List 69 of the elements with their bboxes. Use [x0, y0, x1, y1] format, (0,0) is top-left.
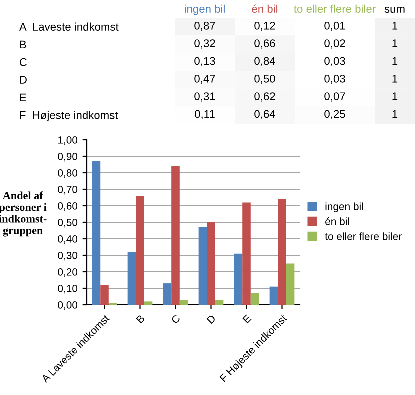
bar — [180, 300, 188, 305]
bar — [172, 166, 180, 305]
data-label: 0,84 — [254, 57, 276, 66]
y-tick-label: A Laveste indkomst — [19, 22, 119, 31]
bar — [163, 284, 172, 305]
y-tick-label: 0,60 — [58, 202, 78, 212]
data-label: 0,03 — [324, 57, 346, 66]
data-label: 1 — [392, 57, 398, 66]
y-tick-label: D — [20, 76, 27, 84]
x-tick-label: D — [206, 314, 216, 324]
y-tick-label: E — [20, 94, 26, 102]
bar — [92, 161, 101, 305]
bar — [136, 196, 144, 305]
data-label: 1 — [392, 110, 398, 118]
x-tick-label: E — [242, 314, 252, 324]
y-tick-label: 0,80 — [58, 170, 78, 178]
y-tick-label: C — [20, 58, 28, 66]
y-tick-label: 0,70 — [58, 186, 78, 195]
bar — [215, 300, 224, 305]
data-label: 0,07 — [324, 92, 346, 102]
y-tick-label: 0,50 — [58, 219, 78, 228]
bar — [144, 302, 153, 305]
bar — [198, 227, 208, 305]
y-tick-label: 0,90 — [58, 153, 78, 162]
bar — [128, 252, 136, 305]
legend-label: ingen bil — [326, 202, 364, 212]
x-tick-label: to eller flere biler — [294, 4, 376, 14]
data-label: 0,25 — [324, 110, 346, 120]
legend-label: én bil — [326, 218, 350, 226]
bar — [278, 199, 286, 305]
data-label: 0,66 — [254, 40, 276, 49]
data-label: 0,12 — [254, 22, 276, 32]
bar — [250, 293, 260, 305]
data-label: 0,64 — [254, 110, 276, 120]
bar — [234, 254, 243, 305]
data-label: 0,31 — [194, 92, 216, 102]
y-tick-label: 1,00 — [58, 136, 78, 146]
x-tick-label: én bil — [252, 4, 278, 14]
x-tick-label: C — [171, 314, 181, 324]
data-label: 0,03 — [324, 74, 346, 84]
data-label: 1 — [392, 22, 398, 30]
y-tick-label: 0,20 — [58, 268, 78, 278]
data-label: 0,01 — [324, 22, 346, 32]
data-label: 0,02 — [324, 40, 346, 49]
data-label: 0,62 — [254, 92, 276, 102]
data-label: 0,50 — [254, 74, 276, 84]
data-label: 1 — [392, 75, 398, 83]
bar — [286, 264, 295, 305]
data-label: 0,11 — [195, 110, 215, 120]
data-label: 0,47 — [194, 74, 216, 84]
y-tick-label: 0,40 — [58, 236, 78, 244]
y-tick-label: 0,30 — [58, 252, 78, 261]
data-label: 1 — [392, 40, 398, 48]
y-tick-label: B — [20, 40, 26, 49]
bar — [242, 202, 251, 305]
bar — [100, 285, 109, 305]
data-label: 0,13 — [194, 57, 216, 66]
y-tick-label: 0,00 — [58, 302, 78, 310]
legend-label: to eller flere biler — [325, 232, 402, 240]
data-label: 0,87 — [194, 22, 216, 32]
y-tick-label: 0,10 — [58, 285, 78, 294]
x-tick-label: B — [136, 314, 146, 324]
x-tick-label: ingen bil — [185, 4, 225, 16]
data-label: 0,32 — [194, 40, 216, 49]
y-tick-label: F Højeste indkomst — [20, 111, 118, 122]
x-tick-label: sum — [384, 6, 405, 14]
data-label: 1 — [392, 92, 398, 100]
bar — [270, 286, 278, 305]
bar — [207, 222, 216, 305]
